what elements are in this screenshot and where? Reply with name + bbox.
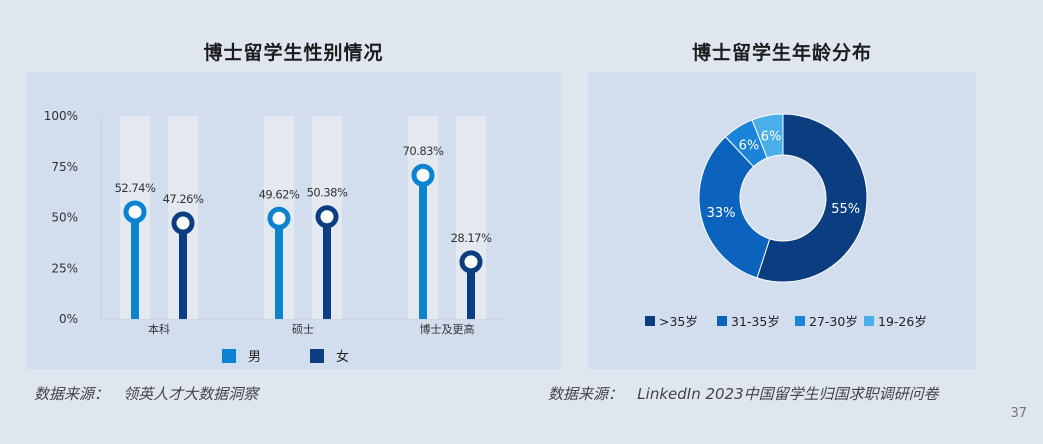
source-note-left: 数据来源： 领英人才大数据洞察	[34, 385, 259, 403]
bar-value-label: 28.17%	[451, 231, 492, 245]
bar-head-marker	[411, 163, 435, 187]
source-note-right: 数据来源： LinkedIn 2023中国留学生归国求职调研问卷	[548, 385, 939, 403]
legend-label: 31-35岁	[731, 314, 780, 329]
legend-swatch	[717, 316, 727, 326]
legend-label: 男	[248, 350, 261, 365]
bar-head-marker	[315, 205, 339, 229]
legend-label: 27-30岁	[809, 314, 858, 329]
donut-slice-label: 6%	[761, 130, 782, 145]
gender-chart-title: 博士留学生性别情况	[203, 42, 384, 64]
bar-stem	[323, 216, 331, 319]
y-tick-label: 100%	[44, 109, 78, 123]
x-category-label: 博士及更高	[420, 322, 475, 336]
donut-slice-label: 6%	[739, 138, 760, 153]
bar-head-marker	[267, 206, 291, 230]
x-category-label: 硕士	[292, 323, 314, 336]
y-tick-label: 0%	[59, 312, 78, 326]
bar-stem	[275, 218, 283, 319]
donut-slice	[756, 113, 868, 283]
gender-bar-chart: 0% 25% 50% 75% 100% 52.74% 47.26% 本科 49.62% 50.38…	[44, 109, 506, 365]
x-category-label: 本科	[148, 322, 170, 336]
donut-slice	[698, 136, 771, 279]
y-tick-label: 50%	[51, 211, 78, 225]
age-donut-chart: 55% 33% 6%6% >35岁 31-35岁 27-30岁 19-26岁	[645, 113, 927, 329]
legend-label: 女	[336, 349, 349, 365]
legend-swatch	[310, 349, 324, 363]
y-tick-label: 75%	[51, 160, 78, 174]
bar-value-label: 50.38%	[307, 186, 348, 200]
legend-swatch	[795, 316, 805, 326]
bar-stem	[131, 211, 139, 319]
donut-slice	[751, 113, 784, 159]
bar-value-label: 70.83%	[403, 144, 444, 158]
bar-head-marker	[123, 200, 147, 224]
bar-stem	[419, 175, 427, 319]
bar-value-label: 52.74%	[115, 181, 156, 195]
donut-slice-label: 33%	[707, 206, 736, 221]
legend-swatch	[222, 349, 236, 363]
bar-value-label: 47.26%	[163, 192, 204, 206]
bar-head-marker	[171, 211, 195, 235]
bar-stem	[179, 223, 187, 319]
bar-stem	[467, 261, 475, 319]
gender-chart-panel: 0% 25% 50% 75% 100% 52.74% 47.26% 本科 49.62% 50.38…	[26, 72, 561, 369]
legend-swatch	[864, 316, 874, 326]
age-chart-title: 博士留学生年龄分布	[691, 42, 872, 64]
age-chart-panel: 55% 33% 6% 6% >35岁 31-35岁 27-30岁 19-26岁	[588, 72, 976, 369]
legend-swatch	[645, 316, 655, 326]
bar-value-label: 49.62%	[259, 187, 300, 201]
bar-head-marker	[459, 250, 483, 274]
legend-label: 19-26岁	[878, 314, 927, 329]
donut-slice-label: 55%	[831, 202, 860, 217]
y-tick-label: 25%	[51, 261, 78, 275]
legend-label: >35岁	[659, 314, 698, 329]
page-number: 37	[1010, 406, 1027, 421]
